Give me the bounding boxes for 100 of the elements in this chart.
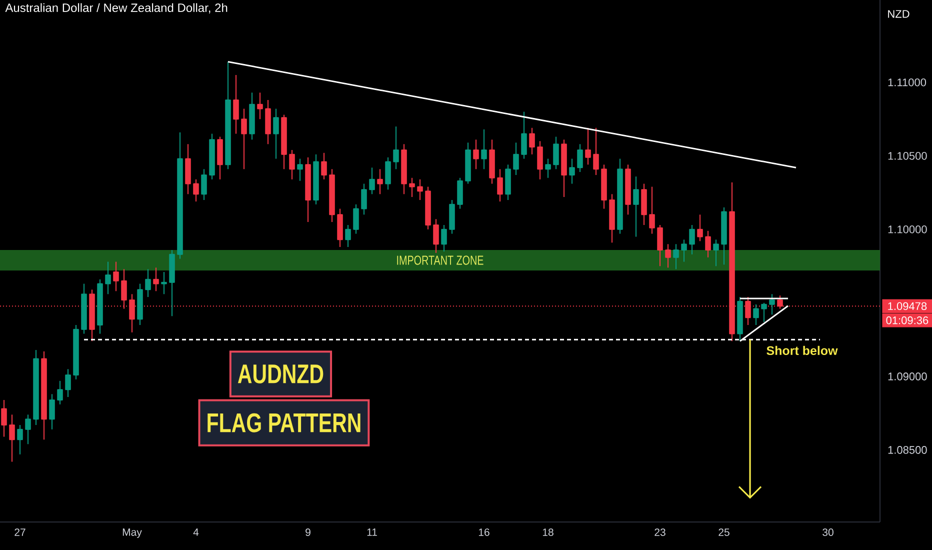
candlestick — [289, 149, 295, 180]
candlestick — [545, 158, 551, 178]
candlestick — [425, 186, 431, 230]
band-label: IMPORTANT ZONE — [397, 256, 484, 265]
candlestick — [753, 304, 759, 326]
candlestick — [641, 183, 647, 226]
candlestick — [633, 176, 639, 238]
candlestick — [153, 267, 159, 292]
candlestick — [489, 139, 495, 184]
x-tick-label: 23 — [654, 528, 666, 536]
x-tick-label: 4 — [193, 528, 199, 536]
candlestick — [657, 224, 663, 267]
candlestick — [689, 224, 695, 255]
candlestick — [177, 132, 183, 260]
candlestick — [409, 177, 415, 198]
candlestick — [433, 218, 439, 254]
candlestick — [281, 114, 287, 170]
candlestick — [65, 368, 71, 398]
candlestick — [537, 140, 543, 180]
candlestick — [209, 133, 215, 180]
candlestick — [385, 156, 391, 190]
x-tick-label: 9 — [306, 528, 310, 536]
candlestick — [249, 92, 255, 140]
candlestick — [257, 92, 263, 120]
candlestick — [473, 139, 479, 170]
x-tick-label: 11 — [367, 528, 377, 536]
annotation: AUDNZD — [238, 364, 324, 384]
candlestick — [393, 126, 399, 170]
candlestick — [265, 99, 271, 145]
y-tick-label: 1.10500 — [888, 152, 927, 160]
annotation: FLAG PATTERN — [208, 413, 360, 432]
candlestick — [521, 111, 527, 160]
candlestick — [705, 230, 711, 258]
candlestick — [649, 186, 655, 234]
candlestick — [513, 142, 519, 176]
candlestick — [105, 261, 111, 295]
candlestick — [481, 128, 487, 170]
y-tick-label: 1.10000 — [888, 225, 927, 234]
candlestick — [569, 158, 575, 184]
x-tick-label: 27 — [14, 528, 26, 536]
candlestick — [217, 136, 223, 180]
candlestick — [737, 296, 743, 342]
candlestick — [17, 424, 23, 455]
candlestick — [297, 158, 303, 182]
candlestick — [505, 164, 511, 200]
candlestick — [9, 414, 15, 462]
candlestick — [185, 144, 191, 195]
candlestick — [113, 261, 119, 292]
candlestick — [361, 183, 367, 216]
candlestick — [57, 380, 63, 405]
candlestick — [305, 156, 311, 223]
candlestick — [529, 127, 535, 155]
candlestick — [97, 278, 103, 334]
candlestick — [345, 224, 351, 248]
candlestick — [49, 394, 55, 430]
candlestick — [417, 178, 423, 200]
candlestick — [593, 127, 599, 176]
x-tick-label: May — [122, 528, 142, 538]
candlestick — [617, 158, 623, 234]
candlestick — [457, 177, 463, 210]
y-tick-label: 1.11000 — [888, 78, 926, 86]
candlestick — [601, 164, 607, 210]
candlestick — [369, 167, 375, 195]
candlestick — [681, 239, 687, 262]
candlestick — [673, 244, 679, 270]
x-tick-label: 16 — [478, 528, 490, 536]
candlestick — [585, 127, 591, 166]
candlestick — [329, 168, 335, 223]
candlestick — [193, 178, 199, 202]
candlestick — [41, 350, 47, 440]
candlestick — [697, 214, 703, 242]
candlestick — [497, 168, 503, 202]
candlestick — [73, 324, 79, 380]
candlestick — [353, 204, 359, 234]
candlestick — [441, 224, 447, 252]
y-tick-label: 1.09000 — [888, 372, 927, 380]
candlestick — [465, 142, 471, 184]
candlestick — [161, 272, 167, 295]
candlestick — [721, 206, 727, 266]
candlestick — [713, 239, 719, 267]
candlestick — [137, 283, 143, 326]
candlestick — [81, 283, 87, 334]
candlestick — [761, 302, 767, 323]
candlestick — [577, 144, 583, 173]
annotation: Short below — [766, 346, 838, 356]
candlestick — [377, 168, 383, 195]
candlestick — [609, 194, 615, 244]
x-tick-label: 18 — [542, 528, 554, 536]
candlestick — [145, 268, 151, 298]
candlestick — [25, 414, 31, 445]
candlestick — [33, 349, 39, 426]
candlestick — [233, 74, 239, 134]
candlestick — [321, 152, 327, 180]
x-tick-label: 25 — [718, 528, 730, 536]
candlestick — [241, 108, 247, 170]
candlestick — [449, 199, 455, 234]
text: 01:09:36 — [886, 316, 928, 324]
x-tick-label: 30 — [822, 528, 834, 536]
candlestick — [769, 294, 775, 316]
candlestick — [201, 168, 207, 200]
